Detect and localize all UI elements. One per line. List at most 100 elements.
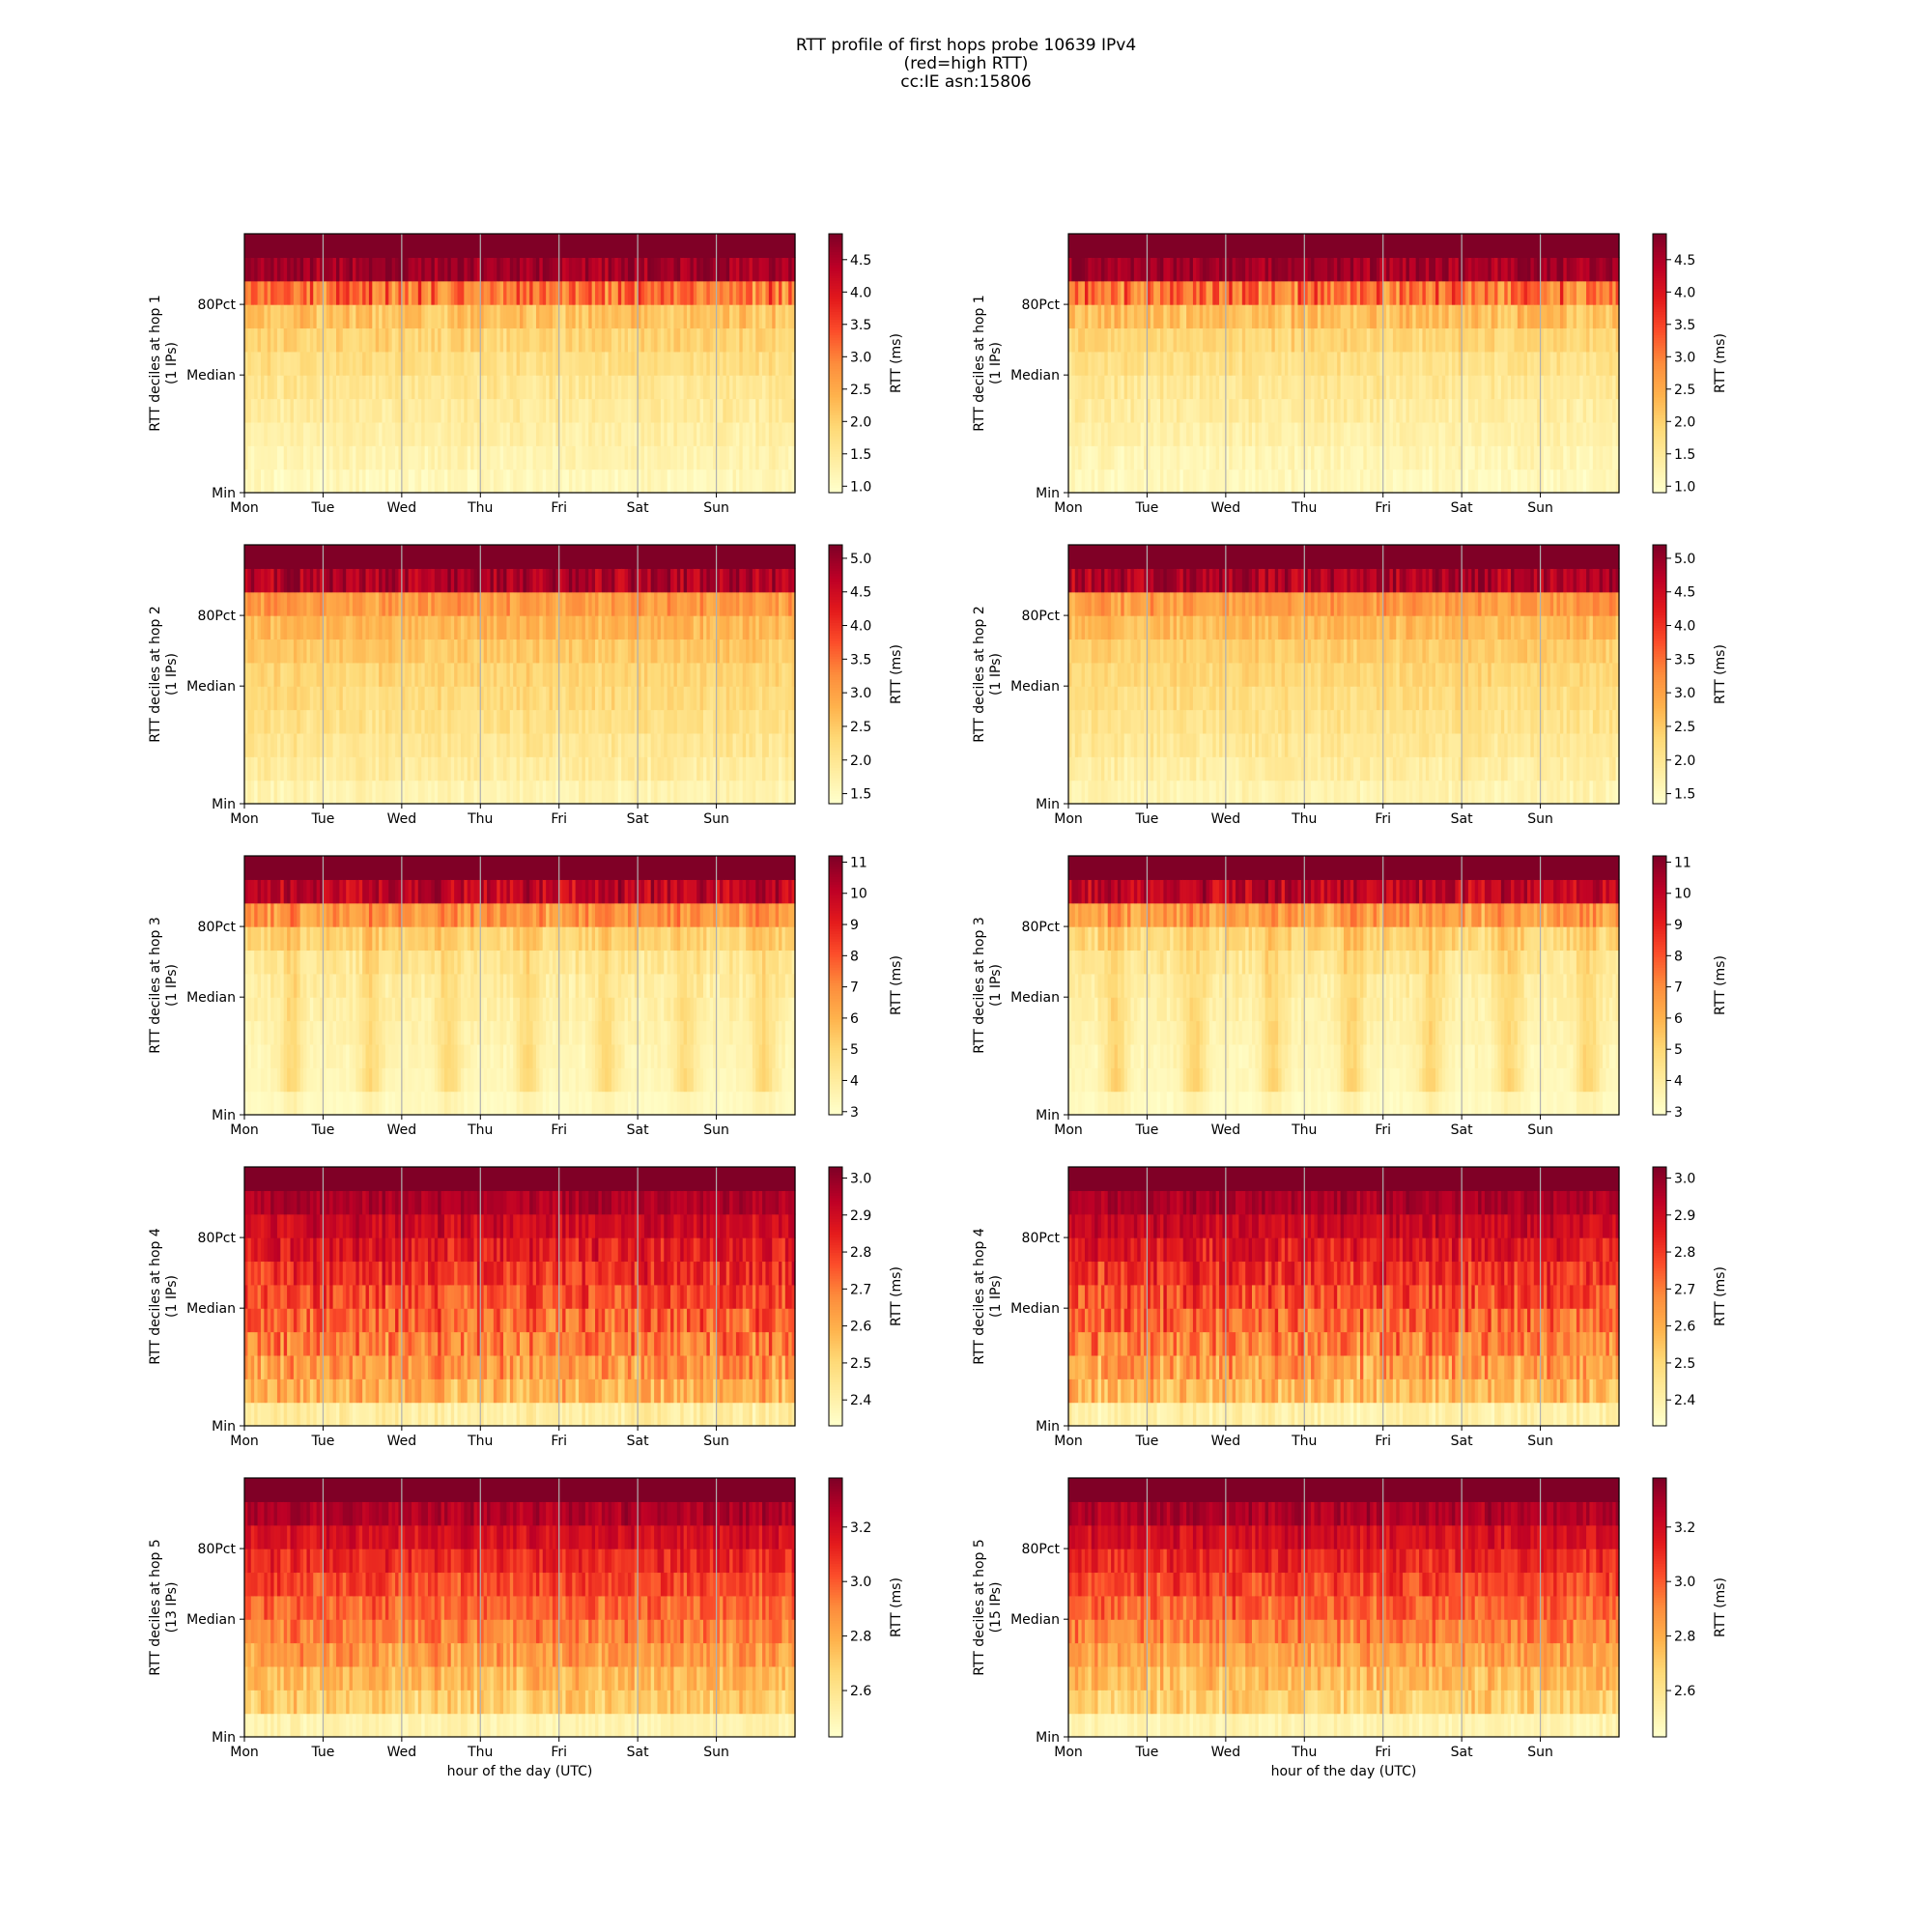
heatmap-cell [614, 399, 618, 423]
heatmap-cell [1153, 469, 1157, 494]
heatmap-cell [513, 756, 517, 781]
heatmap-cell [513, 663, 517, 687]
heatmap-cell [1429, 422, 1433, 446]
heatmap-cell [513, 445, 517, 469]
heatmap-cell [1153, 445, 1157, 469]
heatmap-cell [1370, 281, 1374, 305]
heatmap-cell [1406, 352, 1409, 376]
heatmap-cell [1209, 469, 1213, 494]
heatmap-cell [329, 304, 333, 328]
heatmap-cell [743, 399, 747, 423]
heatmap-cell [1370, 352, 1374, 376]
heatmap-cell [444, 422, 448, 446]
heatmap-cell [431, 469, 435, 494]
heatmap-cell [409, 568, 412, 592]
heatmap-cell [1324, 327, 1328, 352]
heatmap-cell [385, 545, 389, 569]
heatmap-cell [317, 234, 321, 258]
y-tick-label: 80Pct [1022, 298, 1061, 313]
heatmap-cell [421, 352, 425, 376]
heatmap-cell [444, 445, 448, 469]
heatmap-cell [536, 469, 540, 494]
heatmap-cell [317, 281, 321, 305]
heatmap-cell [1200, 399, 1204, 423]
heatmap-cell [294, 445, 298, 469]
heatmap-cell [444, 756, 448, 781]
heatmap-cell [1567, 399, 1571, 423]
heatmap-cell [431, 592, 435, 616]
heatmap-cell [1268, 234, 1272, 258]
heatmap-cell [468, 327, 471, 352]
heatmap-cell [468, 399, 471, 423]
heatmap-cell [1589, 422, 1593, 446]
heatmap-cell [1314, 257, 1318, 281]
heatmap-cell [513, 399, 517, 423]
heatmap-cell [536, 327, 540, 352]
heatmap-cell [385, 710, 389, 734]
heatmap-cell [270, 399, 274, 423]
heatmap-cell [270, 733, 274, 757]
heatmap-cell [696, 469, 700, 494]
heatmap-cell [329, 375, 333, 399]
heatmap-cell [1314, 327, 1318, 352]
heatmap-cell [317, 545, 321, 569]
heatmap-cell [421, 469, 425, 494]
heatmap-cell [454, 234, 458, 258]
heatmap-cell [684, 375, 688, 399]
heatmap-cell [1393, 257, 1397, 281]
heatmap-cell [765, 281, 769, 305]
heatmap-cell [523, 281, 526, 305]
heatmap-cell [582, 422, 585, 446]
heatmap-cell [468, 733, 471, 757]
heatmap-cell [1153, 399, 1157, 423]
heatmap-cell [582, 304, 585, 328]
heatmap-cell [376, 281, 380, 305]
x-tick-label: Fri [1375, 500, 1391, 516]
heatmap-cell [261, 422, 265, 446]
heatmap-cell [353, 399, 356, 423]
heatmap-cell [362, 422, 366, 446]
heatmap-cell [1544, 375, 1548, 399]
heatmap-cell [1530, 234, 1534, 258]
heatmap-cell [536, 710, 540, 734]
heatmap-cell [284, 781, 288, 805]
heatmap-cell [247, 304, 251, 328]
heatmap-cell [513, 568, 517, 592]
heatmap-cell [362, 304, 366, 328]
heatmap-cell [1577, 304, 1580, 328]
heatmap-cell [409, 733, 412, 757]
heatmap-cell [1255, 327, 1259, 352]
heatmap-cell [362, 568, 366, 592]
heatmap-cell [284, 422, 288, 446]
heatmap-cell [765, 445, 769, 469]
heatmap-cell [729, 375, 733, 399]
heatmap-cell [1118, 469, 1122, 494]
heatmap-cell [1314, 304, 1318, 328]
heatmap-cell [353, 686, 356, 710]
heatmap-cell [1314, 352, 1318, 376]
heatmap-cell [592, 469, 596, 494]
heatmap-cell [1485, 399, 1489, 423]
heatmap-cell [247, 545, 251, 569]
heatmap-cell [376, 545, 380, 569]
heatmap-cell [431, 733, 435, 757]
heatmap-cell [1141, 304, 1145, 328]
heatmap-cell [696, 352, 700, 376]
heatmap-cell [1520, 234, 1524, 258]
heatmap-cell [329, 352, 333, 376]
heatmap-cell [569, 469, 573, 494]
heatmap-cell [339, 281, 343, 305]
heatmap-cell [1108, 375, 1112, 399]
heatmap-cell [605, 375, 609, 399]
heatmap-cell [1141, 352, 1145, 376]
heatmap-cell [720, 422, 724, 446]
heatmap-cell [339, 445, 343, 469]
heatmap-cell [306, 281, 310, 305]
heatmap-cell [1347, 469, 1350, 494]
heatmap-cell [1393, 352, 1397, 376]
heatmap-cell [1209, 281, 1213, 305]
heatmap-cell [1567, 257, 1571, 281]
heatmap-cell [421, 663, 425, 687]
heatmap-cell [376, 663, 380, 687]
heatmap-cell [1245, 281, 1249, 305]
